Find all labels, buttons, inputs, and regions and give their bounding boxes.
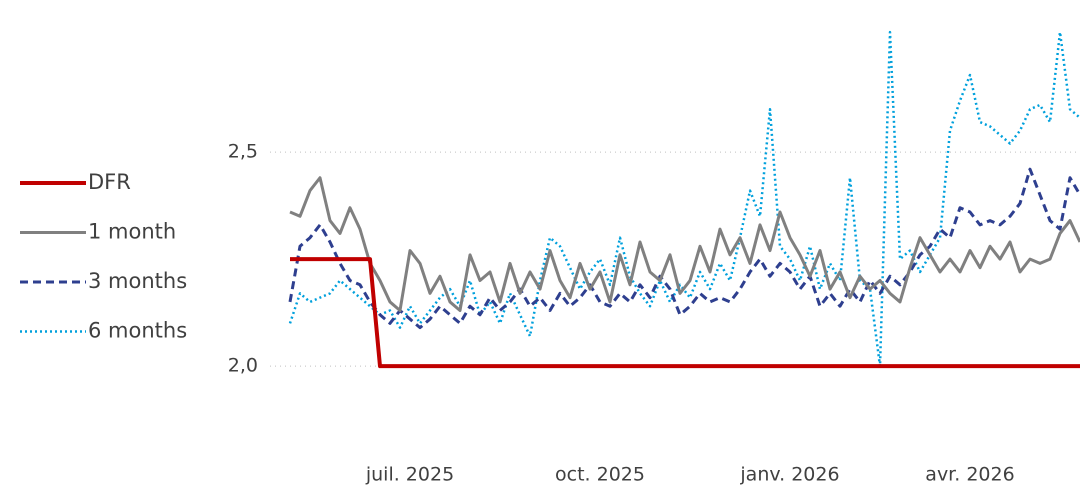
series-line — [288, 167, 1080, 330]
y-tick-label: 2,0 — [228, 355, 258, 377]
x-tick-label: oct. 2025 — [555, 464, 645, 486]
x-tick-label: avr. 2026 — [925, 464, 1014, 486]
y-tick-label: 2,5 — [228, 141, 258, 163]
legend-label: 3 months — [88, 269, 187, 293]
x-tick-label: juil. 2025 — [365, 464, 454, 486]
series-line — [288, 30, 1080, 368]
legend-label: DFR — [88, 170, 131, 194]
legend-label: 1 month — [88, 220, 176, 244]
x-tick-label: janv. 2026 — [739, 464, 839, 486]
legend-label: 6 months — [88, 319, 187, 343]
series-line — [289, 176, 1080, 313]
series-line — [290, 257, 1080, 369]
